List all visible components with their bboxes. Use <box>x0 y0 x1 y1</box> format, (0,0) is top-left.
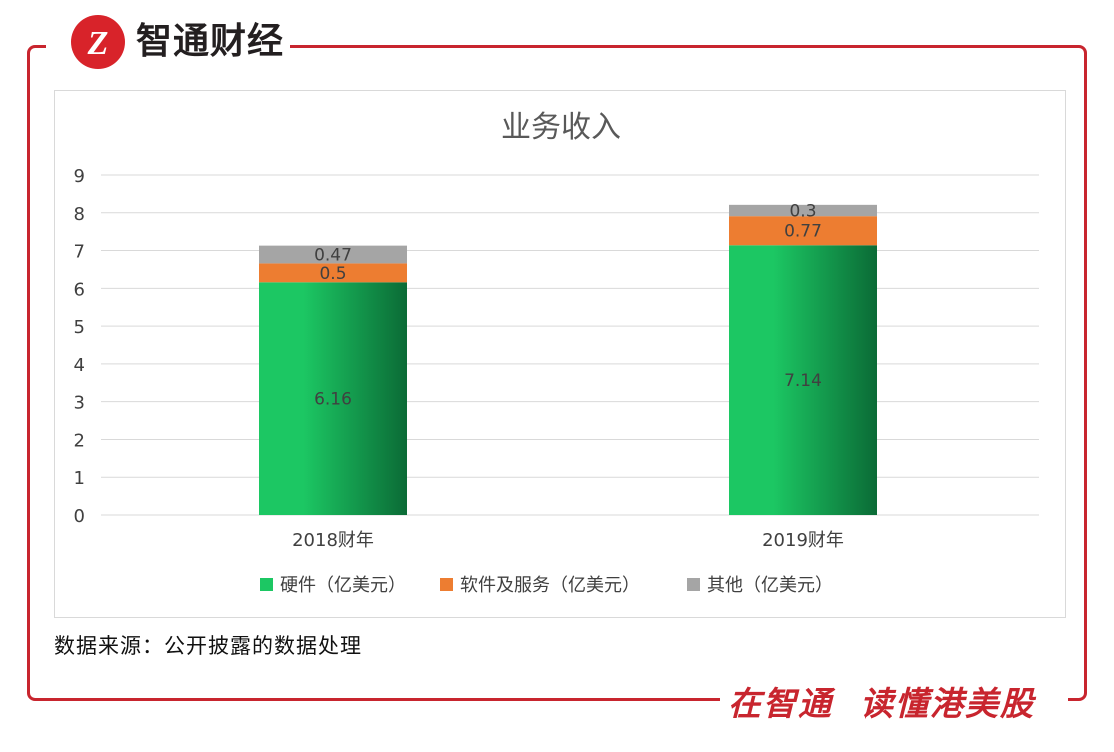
data-label: 6.16 <box>314 390 352 410</box>
x-tick-label: 2018财年 <box>292 530 374 551</box>
brand-logo-icon: Z <box>71 15 125 69</box>
data-label: 0.47 <box>314 246 352 266</box>
bar-software <box>259 263 407 283</box>
x-tick-label: 2019财年 <box>762 530 844 551</box>
bar-software <box>729 216 877 246</box>
y-tick-label: 6 <box>74 279 85 300</box>
y-axis-ticks: 0 1 2 3 4 5 6 7 8 9 <box>74 166 85 527</box>
brand-slogan: 在智通 读懂港美股 <box>728 684 1035 723</box>
y-tick-label: 3 <box>74 393 85 414</box>
chart-panel: 业务收入 0 1 2 3 4 5 6 7 8 9 6.16 0.5 0.47 7.14 0.77 0.3 2… <box>54 90 1066 618</box>
bar-other <box>729 204 877 217</box>
legend-swatch <box>687 578 700 591</box>
frame-gap-bottom <box>720 684 1068 720</box>
data-label: 7.14 <box>784 371 822 391</box>
legend-label: 其他（亿美元） <box>707 575 833 596</box>
data-label: 0.5 <box>319 264 346 284</box>
y-tick-label: 8 <box>74 204 85 225</box>
legend-label: 硬件（亿美元） <box>280 575 406 596</box>
bar-hardware <box>729 245 877 515</box>
legend-label: 软件及服务（亿美元） <box>460 575 640 596</box>
y-tick-label: 5 <box>74 317 85 338</box>
source-note: 数据来源：公开披露的数据处理 <box>54 634 362 658</box>
legend-swatch <box>260 578 273 591</box>
y-tick-label: 0 <box>74 506 85 527</box>
page-frame <box>27 45 1087 701</box>
y-tick-label: 9 <box>74 166 85 187</box>
stacked-bar-chart: 业务收入 0 1 2 3 4 5 6 7 8 9 6.16 0.50.47 7.14 0.770.3 2… <box>74 110 1039 596</box>
bar-hardware <box>259 282 407 515</box>
y-tick-label: 1 <box>74 468 85 489</box>
grid-lines <box>101 174 1039 516</box>
bars: 6.16 0.50.47 7.14 0.770.3 <box>259 202 877 515</box>
data-label: 0.77 <box>784 222 822 242</box>
y-tick-label: 2 <box>74 430 85 451</box>
x-axis-ticks: 2018财年 2019财年 <box>292 530 844 551</box>
svg-text:Z: Z <box>87 25 109 62</box>
brand-name: 智通财经 <box>136 21 285 62</box>
chart-title: 业务收入 <box>501 110 621 145</box>
y-tick-label: 4 <box>74 355 85 376</box>
legend: 硬件（亿美元） 软件及服务（亿美元） 其他（亿美元） <box>260 575 833 596</box>
data-label: 0.3 <box>789 202 816 222</box>
bar-other <box>259 245 407 264</box>
legend-swatch <box>440 578 453 591</box>
y-tick-label: 7 <box>74 242 85 263</box>
